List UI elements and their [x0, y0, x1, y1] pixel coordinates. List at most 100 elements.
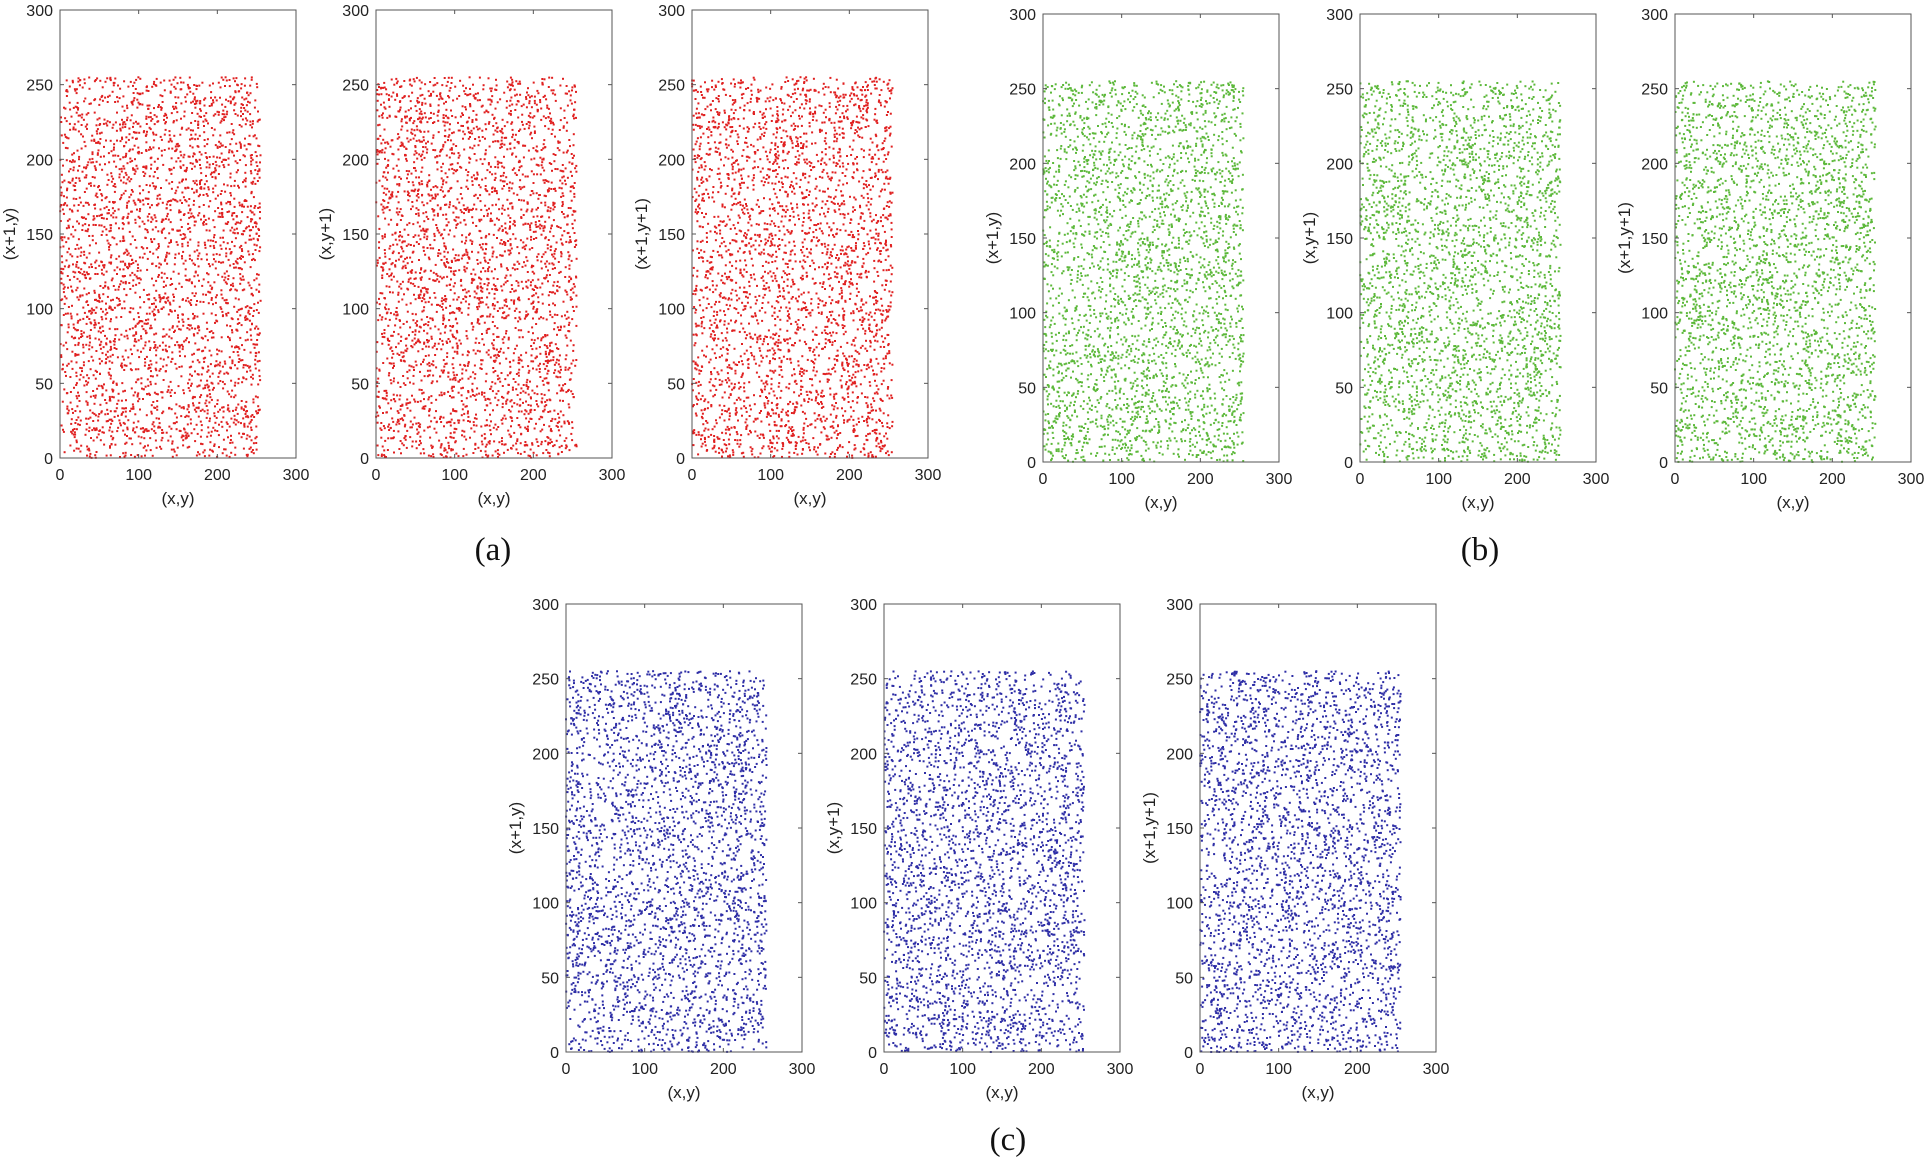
scatter-point — [558, 141, 561, 144]
scatter-point — [59, 186, 62, 189]
scatter-point — [471, 240, 474, 243]
scatter-point — [96, 387, 99, 390]
scatter-point — [62, 268, 65, 271]
scatter-point — [107, 209, 110, 211]
scatter-point — [386, 141, 389, 144]
scatter-point — [399, 340, 402, 342]
scatter-point — [147, 429, 150, 432]
scatter-point — [100, 96, 103, 98]
scatter-point — [472, 394, 475, 396]
scatter-point — [101, 426, 104, 429]
scatter-point — [532, 238, 535, 240]
scatter-point — [541, 293, 544, 296]
scatter-point — [100, 217, 103, 219]
scatter-point — [142, 189, 145, 192]
scatter-point — [109, 397, 111, 400]
scatter-point — [244, 164, 247, 167]
scatter-point — [112, 84, 115, 87]
scatter-point — [170, 157, 173, 160]
scatter-point — [213, 247, 216, 249]
scatter-point — [430, 142, 433, 145]
scatter-point — [187, 382, 189, 385]
scatter-point — [527, 222, 530, 225]
scatter-point — [136, 378, 139, 381]
scatter-point — [160, 187, 162, 189]
scatter-point — [195, 454, 198, 457]
scatter-point — [193, 220, 196, 223]
scatter-point — [82, 135, 84, 138]
scatter-point — [106, 356, 109, 359]
scatter-point — [559, 107, 562, 110]
scatter-point — [255, 448, 258, 451]
scatter-point — [88, 455, 91, 458]
scatter-point — [77, 423, 80, 426]
scatter-point — [569, 339, 572, 342]
scatter-point — [437, 119, 440, 122]
scatter-point — [408, 222, 411, 225]
scatter-point — [497, 198, 500, 201]
scatter-point — [445, 108, 448, 111]
scatter-point — [85, 383, 88, 386]
scatter-point — [96, 141, 99, 144]
scatter-point — [489, 217, 492, 220]
scatter-point — [255, 232, 258, 235]
scatter-point — [195, 158, 198, 161]
scatter-point — [124, 280, 127, 283]
scatter-point — [148, 364, 150, 367]
scatter-point — [250, 229, 253, 232]
scatter-point — [94, 224, 97, 226]
scatter-point — [484, 149, 487, 152]
scatter-point — [213, 236, 215, 239]
scatter-point — [110, 299, 112, 302]
scatter-point — [72, 128, 75, 131]
scatter-point — [404, 267, 407, 269]
scatter-point — [533, 272, 536, 275]
scatter-point — [442, 316, 445, 319]
scatter-point — [533, 132, 536, 134]
scatter-point — [413, 398, 416, 401]
scatter-point — [82, 331, 85, 334]
scatter-point — [497, 426, 500, 428]
scatter-point — [95, 141, 98, 144]
scatter-point — [155, 392, 158, 395]
scatter-point — [89, 416, 92, 419]
scatter-point — [425, 142, 427, 145]
scatter-point — [229, 172, 232, 175]
scatter-point — [133, 201, 136, 204]
scatter-point — [142, 430, 145, 433]
scatter-point — [174, 76, 177, 79]
scatter-point — [83, 250, 86, 253]
scatter-point — [449, 378, 452, 381]
scatter-point — [145, 355, 148, 358]
scatter-point — [239, 222, 242, 225]
scatter-point — [252, 257, 255, 260]
scatter-point — [509, 365, 512, 368]
scatter-point — [416, 128, 419, 131]
scatter-point — [89, 329, 92, 331]
scatter-point — [232, 421, 235, 424]
scatter-point — [62, 287, 65, 290]
scatter-point — [506, 448, 509, 451]
scatter-point — [220, 289, 223, 292]
scatter-point — [146, 257, 149, 260]
scatter-point — [75, 419, 78, 421]
scatter-point — [225, 282, 228, 285]
scatter-point — [70, 317, 73, 320]
scatter-point — [211, 176, 214, 178]
scatter-point — [196, 300, 198, 302]
scatter-point — [496, 163, 499, 166]
scatter-point — [534, 221, 537, 224]
scatter-point — [520, 216, 523, 219]
scatter-point — [169, 221, 172, 224]
scatter-point — [80, 330, 83, 333]
scatter-point — [88, 102, 91, 105]
scatter-point — [144, 228, 147, 231]
scatter-point — [60, 267, 63, 270]
scatter-point — [505, 176, 508, 179]
scatter-point — [149, 116, 152, 119]
scatter-point — [243, 261, 246, 264]
scatter-point — [436, 226, 439, 229]
scatter-point — [384, 317, 387, 320]
scatter-point — [65, 241, 68, 244]
scatter-point — [231, 362, 234, 365]
